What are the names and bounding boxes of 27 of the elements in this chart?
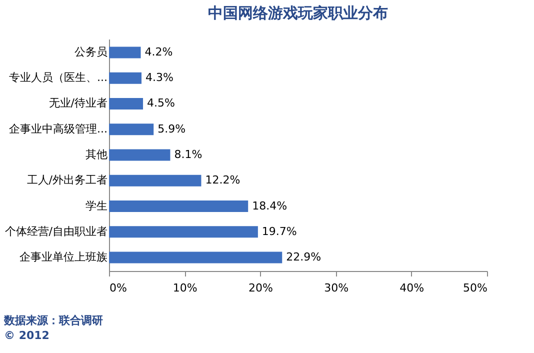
source-note: 数据来源：联合调研 xyxy=(4,313,104,328)
y-tick-label: 其他 xyxy=(86,148,108,161)
data-label: 18.4% xyxy=(252,199,288,212)
data-label: 5.9% xyxy=(158,122,186,136)
x-tick-label: 50% xyxy=(463,282,488,294)
x-tick-label: 10% xyxy=(172,282,198,294)
data-label: 19.7% xyxy=(262,224,297,238)
y-tick-label: 学生 xyxy=(86,199,108,212)
text: © 2012 xyxy=(4,328,50,343)
y-tick-label: 工人/外出务工者 xyxy=(26,174,108,187)
y-tick-label: 企事业中高级管理... xyxy=(9,122,108,136)
y-tick-label: 无业/待业者 xyxy=(48,96,108,110)
chart-title: 中国网络游戏玩家职业分布 xyxy=(208,4,388,22)
data-label: 4.5% xyxy=(147,96,175,110)
x-tick-label: 20% xyxy=(248,282,273,294)
data-label: 12.2% xyxy=(205,174,240,187)
x-tick-label: 40% xyxy=(400,282,424,294)
y-tick-label: 企事业单位上班族 xyxy=(20,250,108,264)
y-tick-label: 公务员 xyxy=(74,45,108,58)
data-label: 8.1% xyxy=(174,148,202,161)
y-tick-label: 专业人员（医生、... xyxy=(9,71,108,84)
data-label: 22.9% xyxy=(286,250,322,264)
x-tick-label: 0% xyxy=(110,282,127,294)
data-label: 4.2% xyxy=(144,45,173,58)
x-tick-label: 30% xyxy=(324,282,349,294)
data-label: 4.3% xyxy=(146,71,174,84)
y-tick-label: 个体经营/自由职业者 xyxy=(4,224,108,238)
